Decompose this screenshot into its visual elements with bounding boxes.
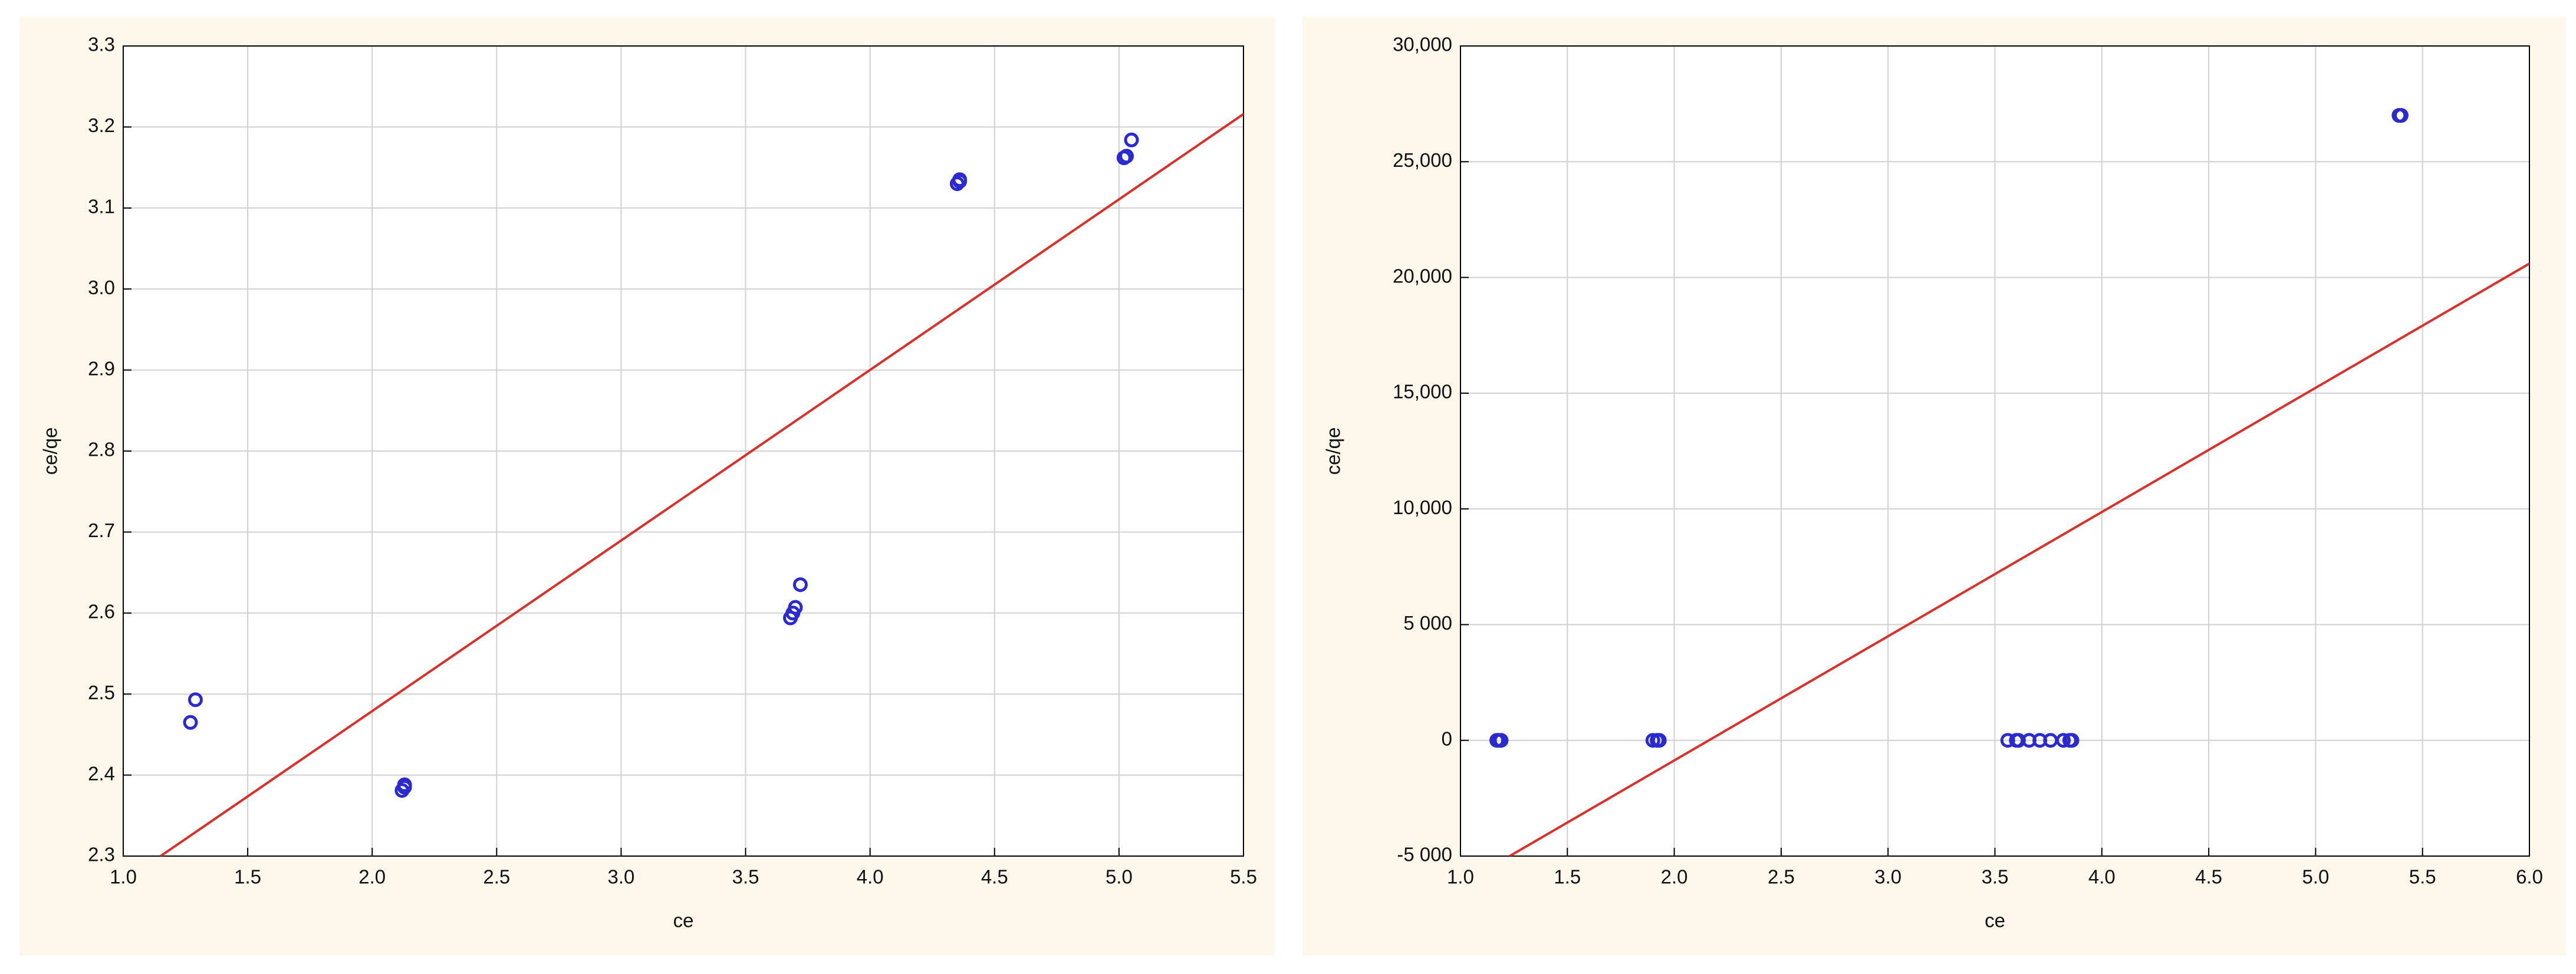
x-tick-label: 3.0 <box>1874 866 1901 888</box>
y-tick-label: 20,000 <box>1393 265 1452 287</box>
data-point <box>792 577 808 593</box>
x-tick-label: 2.5 <box>1768 866 1795 888</box>
y-tick-label: 25,000 <box>1393 149 1452 171</box>
x-tick-label: 4.5 <box>981 866 1008 888</box>
y-tick-label: 3.1 <box>88 196 115 218</box>
data-point <box>183 715 198 730</box>
y-tick-label: 2.6 <box>88 601 115 623</box>
y-tick-label: 0 <box>1442 728 1452 749</box>
x-tick-label: 5.0 <box>2302 866 2329 888</box>
data-point <box>1651 733 1667 748</box>
chart-panel: -5 000 0 5 000 10,000 15,000 20,000 25,000 30,0… <box>1302 17 2566 956</box>
data-point <box>2064 733 2080 748</box>
x-tick-label: 4.0 <box>2088 866 2116 888</box>
x-tick-label: 2.0 <box>358 866 386 888</box>
y-tick-label: 30,000 <box>1393 34 1452 55</box>
y-tick-label: 2.7 <box>88 519 115 541</box>
x-tick-label: 1.5 <box>1554 866 1581 888</box>
x-tick-label: 4.0 <box>857 866 884 888</box>
y-tick-label: 3.0 <box>88 277 115 298</box>
data-point <box>2393 108 2409 123</box>
x-tick-label: 1.0 <box>110 866 137 888</box>
y-axis-label: ce/qe <box>40 427 61 475</box>
x-axis-label: ce <box>673 910 694 932</box>
y-tick-label: 2.3 <box>88 844 115 866</box>
y-tick-label: 2.5 <box>88 682 115 703</box>
fit-line <box>1509 262 2529 856</box>
y-tick-label: 3.3 <box>88 34 115 55</box>
data-point <box>397 777 412 792</box>
x-tick-label: 5.0 <box>1106 866 1133 888</box>
fit-line <box>160 113 1243 856</box>
x-tick-label: 6.0 <box>2516 866 2543 888</box>
y-tick-label: 5 000 <box>1403 612 1452 634</box>
x-tick-label: 2.0 <box>1661 866 1688 888</box>
y-tick-label: 3.2 <box>88 114 115 136</box>
y-tick-label: 2.4 <box>88 762 115 784</box>
data-point <box>187 692 203 708</box>
data-point <box>952 172 968 187</box>
y-tick-label: 2.9 <box>88 357 115 379</box>
x-axis-label: ce <box>1985 910 2005 932</box>
chart-panel: 2.3 2.4 2.5 2.6 2.7 2.8 2.9 3.0 3.1 3.2 3.3 1.0 1.5 2… <box>19 17 1275 956</box>
y-tick-label: 2.8 <box>88 439 115 460</box>
data-point <box>2056 733 2071 748</box>
data-point <box>1119 149 1134 164</box>
x-tick-label: 5.5 <box>1230 866 1257 888</box>
y-tick-label: 10,000 <box>1393 496 1452 518</box>
data-point <box>1124 132 1139 147</box>
x-tick-label: 3.0 <box>608 866 635 888</box>
x-tick-label: 5.5 <box>2409 866 2436 888</box>
data-point <box>1493 733 1509 748</box>
y-axis-label: ce/qe <box>1322 427 1344 475</box>
x-tick-label: 2.5 <box>483 866 510 888</box>
x-tick-label: 4.5 <box>2195 866 2222 888</box>
plot-border <box>123 45 1244 857</box>
data-point <box>788 600 803 615</box>
y-tick-label: 15,000 <box>1393 381 1452 403</box>
y-tick-label: -5 000 <box>1397 844 1452 866</box>
x-tick-label: 1.5 <box>234 866 261 888</box>
x-tick-label: 3.5 <box>732 866 759 888</box>
plot-border <box>1460 45 2530 857</box>
x-tick-label: 1.0 <box>1447 866 1474 888</box>
x-tick-label: 3.5 <box>1982 866 2009 888</box>
